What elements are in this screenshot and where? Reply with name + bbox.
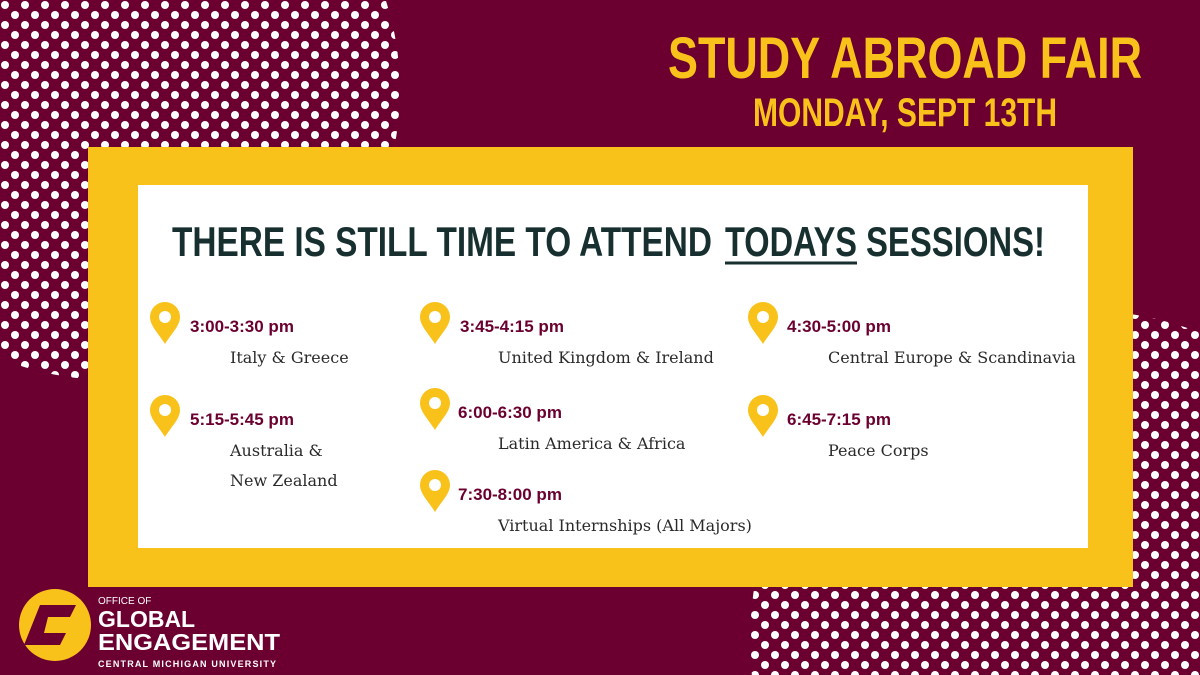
session-label: Australia & bbox=[229, 441, 323, 460]
date: MONDAY, SEPT 13TH bbox=[753, 91, 1057, 135]
logo-line2: ENGAGEMENT bbox=[98, 629, 280, 655]
session-label: New Zealand bbox=[230, 471, 338, 490]
session-label: Latin America & Africa bbox=[498, 434, 686, 453]
session-time: 6:00-6:30 pm bbox=[458, 403, 562, 422]
session-label: Italy & Greece bbox=[230, 348, 349, 367]
session-label: Central Europe & Scandinavia bbox=[828, 348, 1076, 367]
headline: THERE IS STILL TIME TO ATTEND bbox=[172, 218, 712, 265]
panel bbox=[138, 185, 1088, 548]
logo-office: OFFICE OF bbox=[98, 596, 151, 607]
logo-university: CENTRAL MICHIGAN UNIVERSITY bbox=[98, 659, 276, 669]
logo-line1: GLOBAL bbox=[98, 606, 195, 632]
pin-hole bbox=[159, 311, 171, 323]
session-time: 6:45-7:15 pm bbox=[787, 410, 891, 429]
title-backdrop bbox=[600, 0, 1200, 140]
logo-badge bbox=[19, 589, 91, 661]
session-time: 4:30-5:00 pm bbox=[787, 317, 891, 336]
session-label: Virtual Internships (All Majors) bbox=[497, 516, 752, 535]
pin-hole bbox=[159, 404, 171, 416]
session-time: 3:00-3:30 pm bbox=[190, 317, 294, 336]
pin-hole bbox=[757, 404, 769, 416]
session-time: 5:15-5:45 pm bbox=[190, 410, 294, 429]
session-time: 3:45-4:15 pm bbox=[460, 317, 564, 336]
session-label: Peace Corps bbox=[828, 441, 929, 460]
logo: OFFICE OF GLOBAL ENGAGEMENT CENTRAL MICH… bbox=[19, 589, 280, 669]
logo-c bbox=[24, 605, 76, 645]
session-label: United Kingdom & Ireland bbox=[498, 348, 714, 367]
headline-end: SESSIONS! bbox=[866, 218, 1045, 265]
pin-hole bbox=[429, 397, 441, 409]
session-time: 7:30-8:00 pm bbox=[458, 485, 562, 504]
sessions: 3:00-3:30 pm Italy & Greece 3:45-4:15 pm Un… bbox=[150, 302, 1076, 535]
title: STUDY ABROAD FAIR bbox=[668, 26, 1142, 91]
pin-hole bbox=[429, 479, 441, 491]
pin-hole bbox=[757, 311, 769, 323]
headline-emphasis: TODAYS bbox=[725, 218, 857, 265]
pin-hole bbox=[429, 311, 441, 323]
